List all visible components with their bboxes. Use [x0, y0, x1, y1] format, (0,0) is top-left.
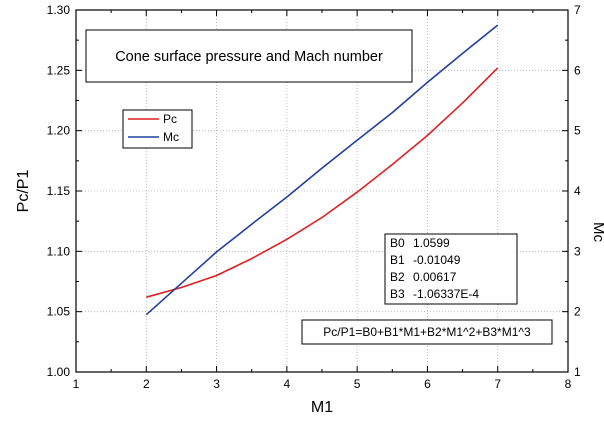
legend-frame: [122, 109, 193, 149]
equation-box: Pc/P1=B0+B1*M1+B2*M1^2+B3*M1^3: [301, 319, 553, 345]
coef-b3-label: B3: [390, 287, 405, 301]
y-right-tick-label: 5: [574, 124, 581, 138]
x-tick-label: 7: [494, 377, 501, 391]
coef-b2-label: B2: [390, 270, 405, 284]
y-right-tick-label: 2: [574, 305, 581, 319]
equation-frame: [301, 319, 553, 345]
coef-b2-value: 0.00617: [413, 270, 457, 284]
series-line-mc: [145, 24, 499, 316]
y-left-tick-label: 1.25: [47, 63, 71, 77]
legend: Pc Mc: [122, 109, 193, 149]
coef-b1-label: B1: [390, 253, 405, 267]
x-tick-label: 4: [284, 377, 291, 391]
coef-b1-value: -0.01049: [413, 253, 461, 267]
y-left-tick-label: 1.00: [47, 365, 71, 379]
y-left-tick-label: 1.20: [47, 124, 71, 138]
legend-label-pc: Pc: [163, 112, 177, 126]
series-layer: [145, 24, 499, 316]
equation-text: Pc/P1=B0+B1*M1+B2*M1^2+B3*M1^3: [323, 325, 531, 339]
x-tick-label: 1: [73, 377, 80, 391]
y-right-tick-label: 1: [574, 365, 581, 379]
series-line-pc: [146, 67, 499, 298]
y-right-tick-label: 3: [574, 244, 581, 258]
x-tick-label: 8: [565, 377, 572, 391]
y-right-tick-label: 6: [574, 63, 581, 77]
coef-b0-label: B0: [390, 236, 405, 250]
y-right-tick-label: 4: [574, 184, 581, 198]
x-tick-label: 5: [354, 377, 361, 391]
title-box-text: Cone surface pressure and Mach number: [115, 49, 383, 65]
y-left-tick-label: 1.10: [47, 244, 71, 258]
y-left-tick-label: 1.30: [47, 3, 71, 17]
y-axis-label-right: Mc: [590, 222, 604, 242]
y-axis-label-left: Pc/P1: [15, 170, 32, 213]
coef-b3-value: -1.06337E-4: [413, 287, 479, 301]
x-tick-label: 3: [213, 377, 220, 391]
x-tick-label: 2: [143, 377, 150, 391]
coefficients-box: B0 1.0599 B1 -0.01049 B2 0.00617 B3 -1.0…: [384, 233, 518, 305]
y-left-tick-label: 1.15: [47, 184, 71, 198]
y-right-tick-label: 7: [574, 3, 581, 17]
coefficients-frame: [384, 233, 518, 305]
x-tick-label: 6: [424, 377, 431, 391]
ticks-layer: 1 2 3 4 5 6 7 8 1.00 1.05 1.10 1.15 1.20 1.25 1.30 1 2 3 4…: [47, 3, 581, 391]
legend-label-mc: Mc: [163, 130, 179, 144]
title-box-frame: [85, 29, 413, 83]
x-axis-label: M1: [311, 399, 333, 416]
coef-b0-value: 1.0599: [413, 236, 450, 250]
title-box: Cone surface pressure and Mach number: [85, 29, 413, 83]
y-left-tick-label: 1.05: [47, 305, 71, 319]
